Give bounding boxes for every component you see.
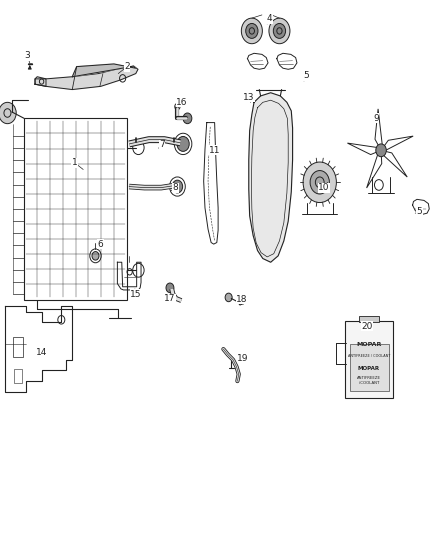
Bar — [350, 344, 389, 391]
Text: 4: 4 — [267, 14, 272, 23]
Circle shape — [92, 252, 99, 260]
Text: 13: 13 — [243, 93, 254, 101]
Circle shape — [246, 23, 258, 38]
Text: 2: 2 — [124, 62, 130, 71]
Bar — [359, 316, 379, 322]
Text: 6: 6 — [98, 240, 104, 248]
Bar — [14, 369, 22, 383]
Text: 5: 5 — [417, 207, 423, 216]
Text: MOPAR: MOPAR — [358, 366, 380, 371]
Circle shape — [376, 144, 386, 157]
Circle shape — [269, 18, 290, 44]
Circle shape — [0, 102, 16, 124]
Text: 20: 20 — [361, 322, 373, 330]
Polygon shape — [72, 64, 136, 77]
Text: 19: 19 — [237, 354, 249, 362]
FancyBboxPatch shape — [345, 321, 393, 398]
Bar — [13, 337, 23, 357]
Text: 18: 18 — [236, 295, 247, 304]
Circle shape — [172, 180, 183, 193]
Polygon shape — [249, 93, 293, 262]
Circle shape — [166, 283, 174, 293]
Text: 3: 3 — [24, 52, 30, 60]
Text: 10: 10 — [318, 183, 330, 192]
Circle shape — [241, 18, 262, 44]
Text: ANTIFREEZE / COOLANT: ANTIFREEZE / COOLANT — [348, 354, 390, 358]
Text: 16: 16 — [176, 98, 187, 107]
Text: 15: 15 — [130, 290, 141, 298]
Circle shape — [177, 136, 189, 151]
Polygon shape — [35, 66, 138, 90]
Text: 17: 17 — [164, 294, 176, 303]
Circle shape — [183, 113, 192, 124]
Circle shape — [273, 23, 286, 38]
Text: MOPAR: MOPAR — [357, 342, 381, 348]
Circle shape — [225, 293, 232, 302]
Text: 5: 5 — [304, 71, 310, 80]
Text: 11: 11 — [209, 146, 220, 155]
Text: 1: 1 — [71, 158, 78, 167]
Text: 7: 7 — [159, 141, 165, 149]
Bar — [24, 118, 127, 300]
Text: 9: 9 — [373, 114, 379, 123]
Text: 14: 14 — [36, 349, 47, 357]
Text: ANTIFREEZE
/COOLANT: ANTIFREEZE /COOLANT — [357, 376, 381, 385]
Circle shape — [310, 171, 329, 194]
Text: 8: 8 — [172, 183, 178, 192]
Circle shape — [303, 162, 336, 203]
